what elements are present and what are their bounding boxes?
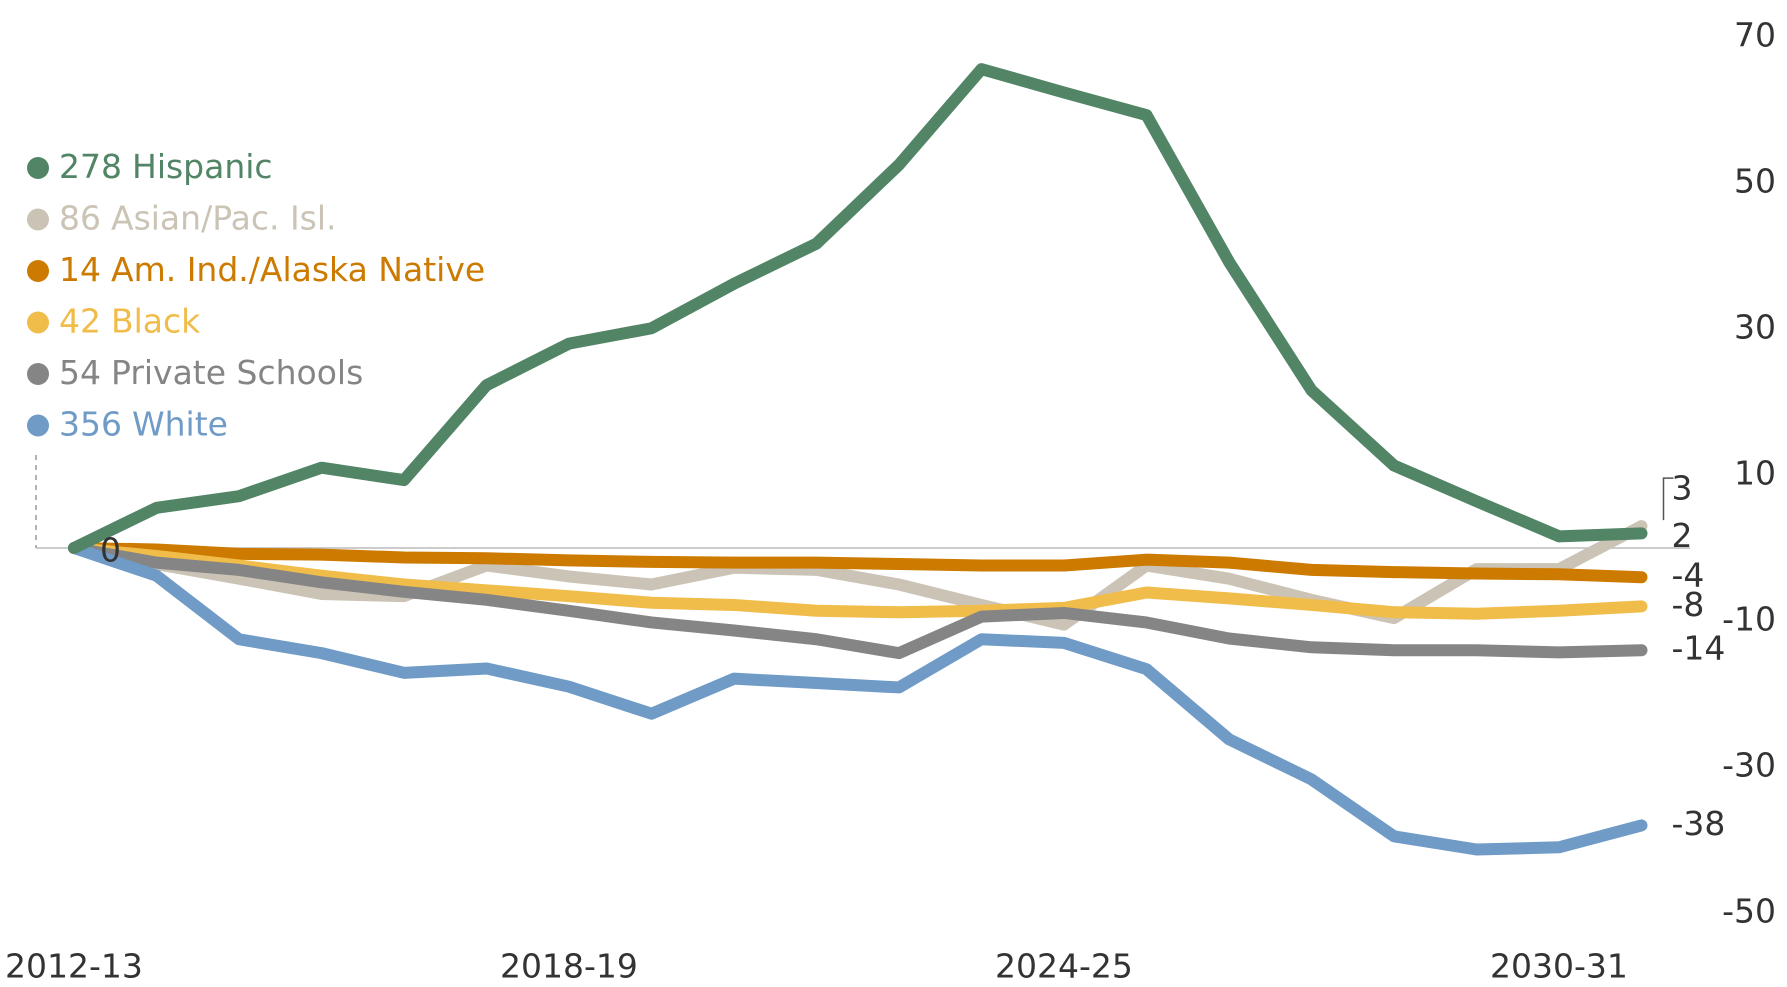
end-label: -4 (1672, 556, 1705, 595)
legend-entry: 278 Hispanic (59, 147, 273, 186)
legend-name: White (132, 404, 228, 443)
legend-count: 356 (59, 404, 122, 443)
legend-count: 14 (59, 250, 101, 289)
end-label: 3 (1672, 469, 1693, 508)
y-tick-label: 70 (1734, 16, 1776, 55)
series-line (68, 542, 1648, 660)
legend-name: Hispanic (132, 147, 273, 186)
legend-name: Asian/Pac. Isl. (111, 198, 337, 237)
x-tick-label: 2012-13 (5, 947, 143, 986)
label-bracket (1662, 477, 1674, 521)
legend-name: Am. Ind./Alaska Native (111, 250, 485, 289)
series-line (68, 542, 1648, 620)
legend-name: Private Schools (111, 353, 363, 392)
legend-marker (27, 157, 49, 179)
legend-count: 278 (59, 147, 122, 186)
legend-marker (27, 414, 49, 437)
end-label: -38 (1672, 804, 1726, 843)
end-label: 2 (1672, 516, 1693, 555)
y-tick-label: 50 (1734, 162, 1776, 201)
x-tick-label: 2024-25 (995, 947, 1133, 986)
legend-marker (27, 311, 49, 334)
legend-count: 86 (59, 198, 101, 237)
legend-entry: 356 White (59, 404, 228, 443)
legend-entry: 86 Asian/Pac. Isl. (59, 198, 337, 237)
series-line (68, 63, 1648, 554)
end-label: -14 (1672, 629, 1726, 668)
legend-marker (27, 260, 49, 282)
y-tick-label: -10 (1722, 600, 1776, 639)
legend-entry: 42 Black (59, 301, 201, 340)
legend-count: 54 (59, 353, 101, 392)
legend-entry: 14 Am. Ind./Alaska Native (59, 250, 485, 289)
legend-entry: 54 Private Schools (59, 353, 363, 392)
legend-marker (27, 208, 49, 231)
legend-name: Black (111, 301, 201, 340)
end-label: -8 (1672, 585, 1705, 624)
origin-label: 0 (100, 531, 121, 570)
x-tick-label: 2030-31 (1490, 947, 1628, 986)
legend-marker (27, 363, 49, 385)
y-tick-label: -30 (1722, 746, 1776, 785)
y-tick-label: 30 (1734, 308, 1776, 347)
y-tick-label: 10 (1734, 454, 1776, 493)
series-line (68, 542, 1648, 584)
x-tick-label: 2018-19 (500, 947, 638, 986)
legend-count: 42 (59, 301, 101, 340)
series-line (68, 542, 1648, 856)
y-tick-label: -50 (1722, 892, 1776, 931)
